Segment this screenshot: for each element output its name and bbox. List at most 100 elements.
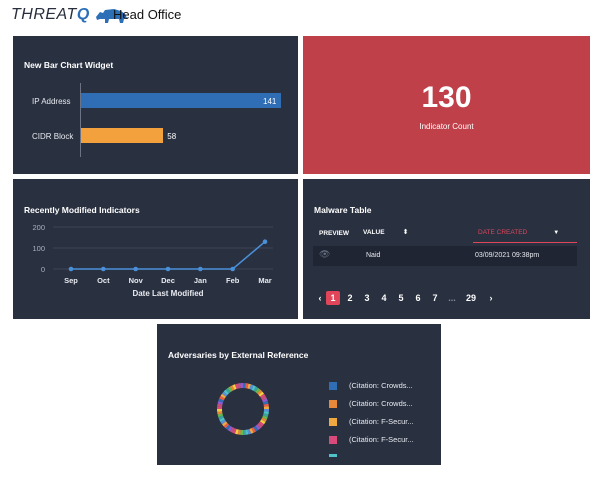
donut-slice[interactable] <box>217 406 223 409</box>
donut-slice[interactable] <box>247 428 252 435</box>
donut-slice[interactable] <box>251 427 256 433</box>
donut-slice[interactable] <box>221 421 228 427</box>
cell-date: 03/09/2021 09:38pm <box>475 252 540 259</box>
donut-slice[interactable] <box>234 383 239 390</box>
legend-item[interactable]: (Citation: Crowds... <box>329 381 413 390</box>
legend-item[interactable]: (Citation: F-Secur... <box>329 435 414 444</box>
page-button-7[interactable]: 7 <box>432 293 438 303</box>
page-button-5[interactable]: 5 <box>398 293 404 303</box>
donut-slice[interactable] <box>220 393 227 399</box>
donut-slice[interactable] <box>227 425 233 432</box>
prev-page-button[interactable]: ‹ <box>318 293 322 303</box>
donut-slice[interactable] <box>220 419 227 425</box>
series-line <box>71 241 266 270</box>
data-point[interactable] <box>262 239 268 244</box>
column-date-header[interactable]: DATE CREATED ▼ <box>473 223 577 243</box>
donut-slice[interactable] <box>255 424 261 431</box>
donut-slice[interactable] <box>263 409 269 412</box>
donut-slice[interactable] <box>223 423 229 429</box>
donut-slice[interactable] <box>257 389 263 395</box>
page-button-1[interactable]: 1 <box>326 291 340 305</box>
widget-title: New Bar Chart Widget <box>24 60 114 70</box>
legend-item[interactable]: (Citation: Crowds... <box>329 399 413 408</box>
page-button-4[interactable]: 4 <box>381 293 387 303</box>
page-button-6[interactable]: 6 <box>415 293 421 303</box>
x-tick-label: Jan <box>194 276 207 285</box>
donut-slice[interactable] <box>232 428 237 434</box>
donut-slice[interactable] <box>217 403 223 407</box>
table-row[interactable]: 👁 Naid 03/09/2021 09:38pm <box>313 246 577 266</box>
x-tick-label: Nov <box>129 276 144 285</box>
page-button-29[interactable]: 29 <box>465 293 476 303</box>
donut-slice[interactable] <box>263 403 269 407</box>
donut-slice[interactable] <box>234 428 239 435</box>
donut-slice[interactable] <box>262 400 269 405</box>
donut-slice[interactable] <box>249 428 254 434</box>
donut-slice[interactable] <box>257 423 263 429</box>
donut-slice[interactable] <box>227 386 233 393</box>
donut-slice[interactable] <box>237 429 241 435</box>
donut-slice[interactable] <box>247 383 252 390</box>
data-point[interactable] <box>133 266 138 272</box>
column-preview[interactable]: PREVIEW <box>319 230 349 237</box>
donut-slice[interactable] <box>263 406 269 409</box>
donut-slice[interactable] <box>255 387 261 394</box>
donut-slice[interactable] <box>221 391 228 397</box>
donut-slice[interactable] <box>218 415 224 420</box>
donut-slice[interactable] <box>243 383 246 389</box>
donut-slice[interactable] <box>225 387 231 394</box>
bar-value-0: 141 <box>263 97 277 106</box>
data-point[interactable] <box>101 266 106 272</box>
column-value-header[interactable]: VALUE ⬍ <box>363 228 408 237</box>
donut-slice[interactable] <box>261 396 267 401</box>
donut-slice[interactable] <box>240 429 243 435</box>
donut-slice[interactable] <box>259 419 266 425</box>
donut-slice[interactable] <box>218 398 224 403</box>
donut-slice[interactable] <box>232 384 237 390</box>
donut-slice[interactable] <box>251 385 256 391</box>
data-point[interactable] <box>165 266 171 272</box>
donut-slice[interactable] <box>237 383 241 389</box>
line-chart-widget: Recently Modified Indicators 200 100 0 Sep O… <box>13 179 298 319</box>
data-point[interactable] <box>230 266 235 272</box>
data-point[interactable] <box>68 266 74 272</box>
donut-slice[interactable] <box>217 413 224 418</box>
donut-slice[interactable] <box>217 400 224 405</box>
donut-slice[interactable] <box>249 384 254 390</box>
donut-slice[interactable] <box>230 427 235 433</box>
page-button-2[interactable]: 2 <box>347 293 353 303</box>
donut-slice[interactable] <box>217 411 223 415</box>
donut-slice[interactable] <box>219 396 225 401</box>
donut-slice[interactable] <box>225 424 231 431</box>
donut-slice[interactable] <box>219 417 225 422</box>
threatq-logo[interactable]: THREATQ <box>11 6 128 24</box>
logo-wordmark: THREATQ <box>11 6 90 23</box>
donut-slice[interactable] <box>261 417 267 422</box>
donut-slice[interactable] <box>263 411 269 415</box>
y-tick-label: 100 <box>32 244 45 253</box>
eye-icon[interactable]: 👁 <box>319 249 331 259</box>
donut-slice[interactable] <box>243 429 246 435</box>
bar-ip-address[interactable] <box>81 93 281 108</box>
next-page-button[interactable]: › <box>489 293 493 303</box>
donut-slice[interactable] <box>217 409 223 412</box>
legend-label: (Citation: Crowds... <box>349 399 413 408</box>
donut-slice[interactable] <box>262 415 268 420</box>
donut-slice[interactable] <box>259 393 266 399</box>
donut-slice[interactable] <box>258 391 265 397</box>
donut-slice[interactable] <box>223 389 229 395</box>
data-point[interactable] <box>198 266 203 272</box>
donut-slice[interactable] <box>253 386 259 393</box>
bar-cidr-block[interactable] <box>81 128 164 143</box>
donut-slice[interactable] <box>262 413 269 418</box>
page-button-3[interactable]: 3 <box>364 293 370 303</box>
donut-slice[interactable] <box>240 383 243 389</box>
donut-slice[interactable] <box>245 429 249 435</box>
x-tick-label: Mar <box>258 276 271 285</box>
donut-slice[interactable] <box>258 421 265 427</box>
legend-item[interactable]: (Citation: F-Secur... <box>329 417 414 426</box>
donut-slice[interactable] <box>230 385 235 391</box>
donut-slice[interactable] <box>245 383 249 389</box>
donut-slice[interactable] <box>253 425 259 432</box>
donut-slice[interactable] <box>262 398 268 403</box>
